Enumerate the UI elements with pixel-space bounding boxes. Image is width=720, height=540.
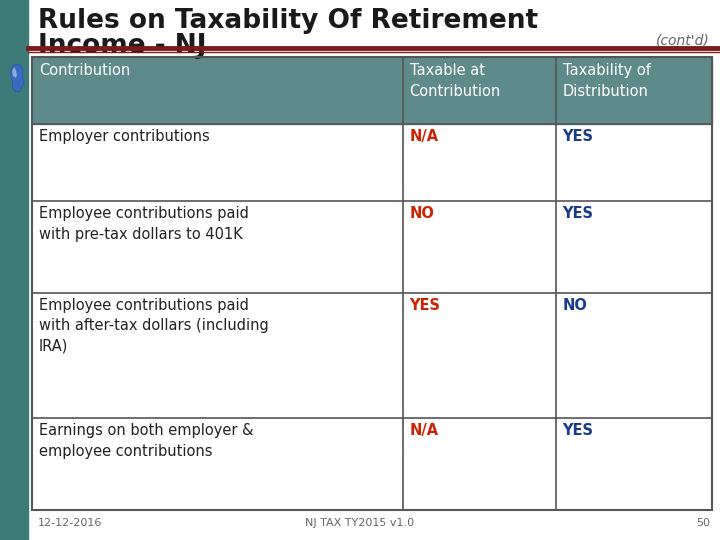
Bar xyxy=(32,57,712,510)
Text: YES: YES xyxy=(562,206,593,221)
PathPatch shape xyxy=(10,64,24,92)
Text: Employer contributions: Employer contributions xyxy=(39,129,210,144)
Text: YES: YES xyxy=(410,298,441,313)
Text: NO: NO xyxy=(410,206,434,221)
Text: YES: YES xyxy=(562,129,593,144)
Text: 12-12-2016: 12-12-2016 xyxy=(38,518,102,528)
Text: (cont'd): (cont'd) xyxy=(656,33,710,47)
PathPatch shape xyxy=(12,67,17,78)
Text: Employee contributions paid
with after-tax dollars (including
IRA): Employee contributions paid with after-t… xyxy=(39,298,269,354)
Text: N/A: N/A xyxy=(410,423,438,438)
Bar xyxy=(32,57,712,124)
Bar xyxy=(0,0,28,540)
Text: 50: 50 xyxy=(696,518,710,528)
Text: Employee contributions paid
with pre-tax dollars to 401K: Employee contributions paid with pre-tax… xyxy=(39,206,249,241)
Text: Taxability of
Distribution: Taxability of Distribution xyxy=(562,63,650,99)
Text: Income - NJ: Income - NJ xyxy=(38,33,207,59)
Text: Taxable at
Contribution: Taxable at Contribution xyxy=(410,63,501,99)
Text: Earnings on both employer &
employee contributions: Earnings on both employer & employee con… xyxy=(39,423,253,458)
Text: Rules on Taxability Of Retirement: Rules on Taxability Of Retirement xyxy=(38,8,538,34)
Text: N/A: N/A xyxy=(410,129,438,144)
Text: NO: NO xyxy=(562,298,588,313)
Text: NJ TAX TY2015 v1.0: NJ TAX TY2015 v1.0 xyxy=(305,518,415,528)
Text: Contribution: Contribution xyxy=(39,63,130,78)
Text: YES: YES xyxy=(562,423,593,438)
